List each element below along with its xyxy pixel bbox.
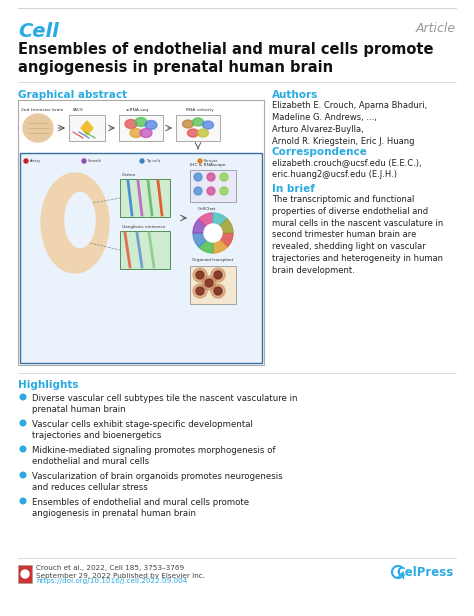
Text: Authors: Authors bbox=[272, 90, 318, 100]
Ellipse shape bbox=[125, 120, 137, 129]
Circle shape bbox=[20, 394, 26, 400]
Text: Artery: Artery bbox=[30, 159, 41, 163]
Circle shape bbox=[194, 173, 202, 181]
Text: Pericyte: Pericyte bbox=[204, 159, 219, 163]
Text: CelPress: CelPress bbox=[397, 565, 454, 578]
Bar bbox=[120, 179, 170, 217]
Text: Organoid transplant: Organoid transplant bbox=[192, 258, 233, 262]
Text: Crouch et al., 2022, Cell 185, 3753–3769
September 29, 2022 Published by Elsevie: Crouch et al., 2022, Cell 185, 3753–3769… bbox=[36, 565, 205, 579]
Ellipse shape bbox=[192, 118, 203, 126]
Circle shape bbox=[24, 159, 28, 163]
Ellipse shape bbox=[130, 129, 142, 137]
Circle shape bbox=[214, 271, 222, 279]
Text: Vascular cells exhibit stage-specific developmental
trajectories and bioenergeti: Vascular cells exhibit stage-specific de… bbox=[32, 420, 253, 440]
Text: 2nd trimester brain: 2nd trimester brain bbox=[21, 108, 64, 112]
Ellipse shape bbox=[182, 120, 193, 128]
Wedge shape bbox=[213, 213, 227, 233]
Text: Midkine-mediated signaling promotes morphogenesis of
endothelial and mural cells: Midkine-mediated signaling promotes morp… bbox=[32, 446, 275, 466]
Ellipse shape bbox=[198, 129, 209, 137]
Text: https://doi.org/10.1016/j.cell.2022.09.004: https://doi.org/10.1016/j.cell.2022.09.0… bbox=[36, 578, 187, 584]
Text: Tip cells: Tip cells bbox=[146, 159, 160, 163]
Circle shape bbox=[20, 420, 26, 426]
Circle shape bbox=[20, 498, 26, 504]
Text: elizabeth.crouch@ucsf.edu (E.E.C.),
eric.huang2@ucsf.edu (E.J.H.): elizabeth.crouch@ucsf.edu (E.E.C.), eric… bbox=[272, 158, 422, 179]
Bar bbox=[190, 170, 236, 202]
Circle shape bbox=[194, 187, 202, 195]
Circle shape bbox=[220, 173, 228, 181]
Text: IHC & RNAscope: IHC & RNAscope bbox=[190, 163, 226, 167]
Text: Ensembles of endothelial and mural cells promote
angiogenesis in prenatal human : Ensembles of endothelial and mural cells… bbox=[32, 498, 249, 519]
Circle shape bbox=[211, 268, 225, 282]
Polygon shape bbox=[81, 121, 93, 135]
Circle shape bbox=[82, 159, 86, 163]
Circle shape bbox=[211, 284, 225, 298]
Circle shape bbox=[196, 271, 204, 279]
Text: In brief: In brief bbox=[272, 184, 315, 194]
Text: RNA velocity: RNA velocity bbox=[186, 108, 214, 112]
Text: Cortex: Cortex bbox=[122, 173, 137, 177]
Ellipse shape bbox=[140, 129, 152, 137]
Ellipse shape bbox=[202, 121, 213, 129]
Circle shape bbox=[205, 279, 213, 287]
Circle shape bbox=[193, 268, 207, 282]
Bar bbox=[120, 231, 170, 269]
Ellipse shape bbox=[41, 173, 109, 273]
Ellipse shape bbox=[188, 129, 199, 137]
Text: Article: Article bbox=[416, 22, 456, 35]
Bar bbox=[20, 153, 262, 363]
Text: Highlights: Highlights bbox=[18, 380, 79, 390]
Text: Diverse vascular cell subtypes tile the nascent vasculature in
prenatal human br: Diverse vascular cell subtypes tile the … bbox=[32, 394, 298, 415]
Text: Graphical abstract: Graphical abstract bbox=[18, 90, 127, 100]
Circle shape bbox=[207, 187, 215, 195]
Ellipse shape bbox=[65, 192, 95, 248]
Circle shape bbox=[21, 570, 29, 578]
Circle shape bbox=[196, 287, 204, 295]
Circle shape bbox=[214, 287, 222, 295]
Bar bbox=[190, 266, 236, 304]
Circle shape bbox=[20, 472, 26, 478]
Text: Vascularization of brain organoids promotes neurogenesis
and reduces cellular st: Vascularization of brain organoids promo… bbox=[32, 472, 283, 492]
Ellipse shape bbox=[23, 114, 53, 142]
Circle shape bbox=[193, 284, 207, 298]
Circle shape bbox=[204, 224, 222, 242]
Text: Ensembles of endothelial and mural cells promote
angiogenesis in prenatal human : Ensembles of endothelial and mural cells… bbox=[18, 42, 434, 75]
Wedge shape bbox=[193, 219, 213, 233]
Bar bbox=[18, 565, 32, 583]
Bar bbox=[18, 100, 264, 365]
Ellipse shape bbox=[135, 118, 147, 126]
Circle shape bbox=[20, 446, 26, 452]
Wedge shape bbox=[213, 233, 233, 247]
Text: CellChat: CellChat bbox=[198, 207, 216, 211]
Text: FACS: FACS bbox=[73, 108, 84, 112]
Text: Smooth: Smooth bbox=[88, 159, 102, 163]
Circle shape bbox=[140, 159, 144, 163]
Text: scRNA-seq: scRNA-seq bbox=[126, 108, 149, 112]
Circle shape bbox=[198, 159, 202, 163]
Wedge shape bbox=[193, 233, 213, 247]
Ellipse shape bbox=[145, 121, 157, 129]
Circle shape bbox=[202, 276, 216, 290]
Wedge shape bbox=[213, 219, 233, 233]
Circle shape bbox=[220, 187, 228, 195]
Text: The transcriptomic and functional
properties of diverse endothelial and
mural ce: The transcriptomic and functional proper… bbox=[272, 195, 443, 275]
Text: Ganglionic eminence: Ganglionic eminence bbox=[122, 225, 165, 229]
Bar bbox=[176, 115, 220, 141]
Wedge shape bbox=[213, 233, 227, 253]
Text: Cell: Cell bbox=[18, 22, 59, 41]
Text: Correspondence: Correspondence bbox=[272, 147, 368, 157]
Bar bbox=[69, 115, 105, 141]
Circle shape bbox=[207, 173, 215, 181]
Text: Elizabeth E. Crouch, Aparna Bhaduri,
Madeline G. Andrews, ...,
Arturo Alvarez-Bu: Elizabeth E. Crouch, Aparna Bhaduri, Mad… bbox=[272, 101, 427, 147]
Bar bbox=[119, 115, 163, 141]
Wedge shape bbox=[199, 233, 213, 253]
Wedge shape bbox=[199, 213, 213, 233]
